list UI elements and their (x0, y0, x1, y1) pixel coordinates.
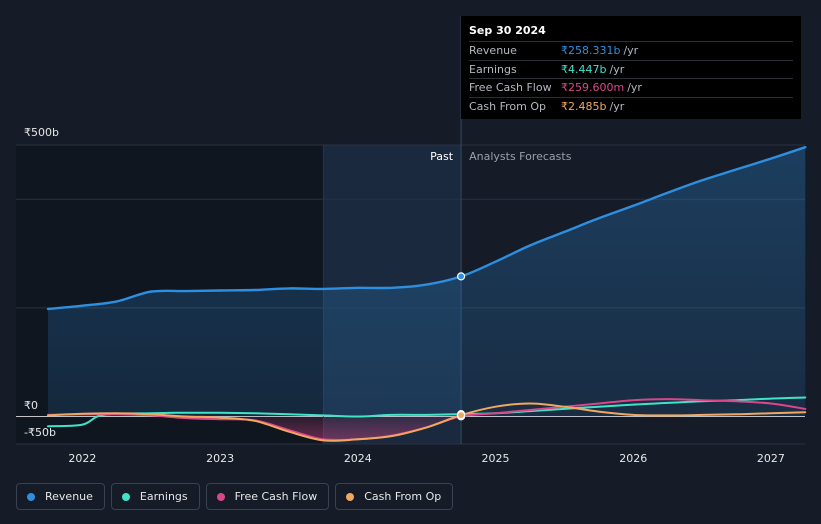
tooltip-row-earnings: Earnings ₹4.447b /yr (469, 59, 793, 79)
cash-negative-area (185, 415, 462, 441)
tooltip-row-unit: /yr (609, 99, 625, 113)
tooltip-row-value: ₹2.485b (561, 99, 607, 113)
tooltip-row-value: ₹259.600m (561, 81, 625, 95)
tooltip: Sep 30 2024 Revenue ₹258.331b /yr Earnin… (461, 16, 801, 119)
tooltip-row-label: Free Cash Flow (469, 81, 552, 95)
x-tick-label: 2024 (344, 452, 372, 465)
x-tick-label: 2022 (68, 452, 96, 465)
earnings-line (47, 396, 807, 428)
x-tick-label: 2026 (619, 452, 647, 465)
tooltip-row-cfo: Cash From Op ₹2.485b /yr (469, 96, 793, 116)
tooltip-row-label: Revenue (469, 44, 517, 58)
earnings-dot-icon (121, 492, 130, 501)
free-cash-flow-dot-icon (216, 492, 225, 501)
revenue-dot-icon (27, 492, 35, 501)
legend-item-free-cash-flow[interactable]: Free Cash Flow (205, 483, 330, 510)
y-axis-label: ₹500b (24, 126, 59, 139)
legend-label: Revenue (45, 490, 93, 503)
y-axis-label: -₹50b (24, 426, 56, 439)
cash-from-op-marker (457, 411, 466, 420)
tooltip-row-unit: /yr (627, 81, 642, 95)
cash-from-op-dot-icon (346, 492, 355, 501)
tooltip-row-value: ₹4.447b (561, 62, 607, 76)
revenue-marker (457, 272, 466, 281)
revenue-line (46, 146, 807, 311)
forecast-label: Analysts Forecasts (469, 150, 572, 163)
x-tick-label: 2025 (482, 452, 510, 465)
legend: Revenue Earnings Free Cash Flow Cash Fro… (16, 483, 454, 510)
tooltip-row-value: ₹258.331b (561, 44, 621, 58)
tooltip-row-unit: /yr (623, 44, 639, 58)
legend-label: Free Cash Flow (234, 490, 318, 503)
tooltip-row-fcf: Free Cash Flow ₹259.600m /yr (469, 78, 793, 97)
tooltip-row-label: Cash From Op (469, 99, 547, 113)
legend-item-earnings[interactable]: Earnings (110, 483, 200, 510)
legend-item-cash-from-op[interactable]: Cash From Op (335, 483, 454, 510)
x-tick-label: 2027 (757, 452, 785, 465)
legend-label: Earnings (139, 490, 188, 503)
tooltip-row-unit: /yr (609, 62, 625, 76)
tooltip-row-label: Earnings (469, 62, 517, 76)
legend-label: Cash From Op (364, 490, 442, 503)
tooltip-row-revenue: Revenue ₹258.331b /yr (469, 41, 793, 60)
tooltip-date: Sep 30 2024 (469, 24, 546, 37)
cash-from-op-line (47, 402, 807, 442)
revenue-area (48, 147, 806, 417)
past-label: Past (430, 150, 454, 163)
x-tick-label: 2023 (206, 452, 234, 465)
legend-item-revenue[interactable]: Revenue (16, 483, 105, 510)
y-axis-label: ₹0 (24, 399, 38, 412)
